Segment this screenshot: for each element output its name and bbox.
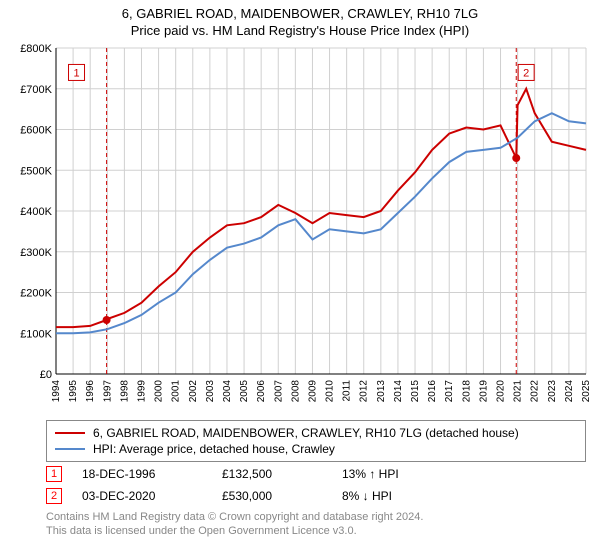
svg-text:2009: 2009 (307, 380, 318, 403)
svg-text:2015: 2015 (410, 380, 421, 403)
chart-svg: £0 £100K £200K £300K £400K £500K £600K £700K £80… (10, 44, 590, 414)
svg-text:£700K: £700K (20, 84, 52, 96)
footer-attribution: Contains HM Land Registry data © Crown c… (46, 510, 592, 539)
svg-text:1995: 1995 (68, 380, 79, 403)
svg-text:2011: 2011 (342, 380, 353, 402)
legend-box: 6, GABRIEL ROAD, MAIDENBOWER, CRAWLEY, R… (46, 420, 586, 462)
legend-entry: 6, GABRIEL ROAD, MAIDENBOWER, CRAWLEY, R… (55, 425, 577, 441)
svg-text:2008: 2008 (290, 380, 301, 403)
svg-text:1997: 1997 (102, 380, 113, 403)
svg-text:2016: 2016 (427, 380, 438, 403)
svg-text:2021: 2021 (513, 380, 524, 403)
svg-text:2006: 2006 (256, 380, 267, 403)
svg-text:£800K: £800K (20, 44, 52, 55)
svg-text:2020: 2020 (496, 380, 507, 403)
svg-text:£500K: £500K (20, 165, 52, 177)
chart-title-address: 6, GABRIEL ROAD, MAIDENBOWER, CRAWLEY, R… (8, 6, 592, 21)
svg-text:2023: 2023 (547, 380, 558, 403)
svg-text:2003: 2003 (205, 380, 216, 403)
svg-text:£0: £0 (40, 369, 52, 381)
svg-text:2004: 2004 (222, 380, 233, 403)
svg-text:2: 2 (523, 67, 529, 79)
datapoint-marker-box: 2 (46, 488, 62, 504)
svg-text:2012: 2012 (359, 380, 370, 403)
chart-plot-area: £0 £100K £200K £300K £400K £500K £600K £700K £80… (10, 44, 590, 414)
svg-text:2013: 2013 (376, 380, 387, 403)
svg-text:1994: 1994 (51, 380, 62, 403)
svg-text:1998: 1998 (119, 380, 130, 403)
datapoint-table: 1 18-DEC-1996 £132,500 13% ↑ HPI 2 03-DEC-202… (46, 466, 592, 504)
svg-text:2002: 2002 (188, 380, 199, 403)
svg-text:£400K: £400K (20, 206, 52, 218)
footer-line2: This data is licensed under the Open Gov… (46, 524, 592, 538)
svg-text:2010: 2010 (325, 380, 336, 403)
svg-text:£300K: £300K (20, 247, 52, 259)
datapoint-date: 03-DEC-2020 (82, 489, 202, 503)
chart-title-subtitle: Price paid vs. HM Land Registry's House … (8, 23, 592, 38)
datapoint-row: 2 03-DEC-2020 £530,000 8% ↓ HPI (46, 488, 592, 504)
datapoint-price: £132,500 (222, 467, 322, 481)
legend-label: HPI: Average price, detached house, Craw… (93, 442, 335, 456)
svg-text:2018: 2018 (461, 380, 472, 403)
svg-text:£600K: £600K (20, 125, 52, 137)
svg-text:2017: 2017 (444, 380, 455, 403)
datapoint-pct: 13% ↑ HPI (342, 467, 432, 481)
legend-entry: HPI: Average price, detached house, Craw… (55, 441, 577, 457)
svg-text:2025: 2025 (581, 380, 590, 403)
svg-text:1996: 1996 (85, 380, 96, 403)
svg-text:£200K: £200K (20, 288, 52, 300)
svg-text:1999: 1999 (136, 380, 147, 403)
svg-text:£100K: £100K (20, 328, 52, 340)
svg-text:2007: 2007 (273, 380, 284, 403)
svg-text:2024: 2024 (564, 380, 575, 403)
chart-container: 6, GABRIEL ROAD, MAIDENBOWER, CRAWLEY, R… (0, 0, 600, 560)
datapoint-marker-box: 1 (46, 466, 62, 482)
svg-text:2014: 2014 (393, 380, 404, 403)
svg-text:2022: 2022 (530, 380, 541, 403)
svg-text:2001: 2001 (171, 380, 182, 403)
svg-text:1: 1 (73, 67, 79, 79)
footer-line1: Contains HM Land Registry data © Crown c… (46, 510, 592, 524)
legend-label: 6, GABRIEL ROAD, MAIDENBOWER, CRAWLEY, R… (93, 426, 519, 440)
legend-swatch (55, 448, 85, 450)
svg-text:2019: 2019 (478, 380, 489, 403)
svg-text:2005: 2005 (239, 380, 250, 403)
datapoint-pct: 8% ↓ HPI (342, 489, 432, 503)
legend-swatch (55, 432, 85, 434)
datapoint-row: 1 18-DEC-1996 £132,500 13% ↑ HPI (46, 466, 592, 482)
svg-text:2000: 2000 (154, 380, 165, 403)
datapoint-date: 18-DEC-1996 (82, 467, 202, 481)
datapoint-price: £530,000 (222, 489, 322, 503)
